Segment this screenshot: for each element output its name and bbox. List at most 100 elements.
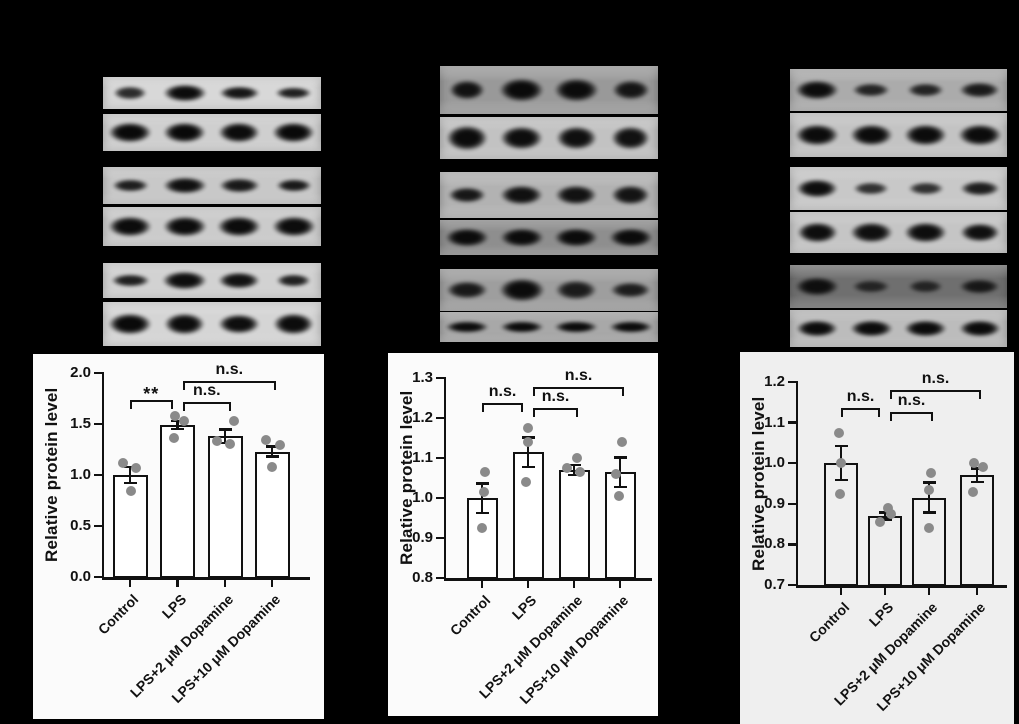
blot-band-lane-3 (217, 216, 262, 237)
error-bar-2 (171, 419, 183, 431)
sig-bracket (533, 407, 578, 417)
blot-strip-loading-control (103, 114, 321, 151)
data-point (611, 469, 621, 479)
blot-band-lane-4 (608, 227, 653, 248)
data-point (614, 491, 624, 501)
bar-2 (512, 452, 544, 579)
y-tick (787, 461, 796, 465)
data-point (118, 457, 128, 468)
blot-strip-loading-control (440, 220, 658, 255)
data-point (968, 486, 978, 497)
error-bar-1 (124, 465, 136, 485)
data-point (978, 462, 988, 473)
sig-bracket (130, 399, 173, 409)
data-point (523, 437, 533, 447)
blot-strip-target-protein (103, 263, 321, 298)
blot-band-lane-3 (904, 320, 947, 337)
y-tick (435, 416, 444, 420)
data-point (126, 486, 136, 497)
x-tick (223, 579, 227, 587)
blot-band-lane-1 (108, 216, 153, 237)
blot-strip-loading-control (440, 312, 658, 342)
blot-band-lane-1 (795, 123, 839, 147)
error-bar-3 (219, 428, 231, 445)
data-point (883, 502, 893, 513)
blot-strip-target-protein (103, 167, 321, 204)
blot-band-lane-3 (554, 320, 599, 334)
blot-band-lane-1 (445, 281, 489, 299)
data-point (477, 523, 487, 533)
blot-band-lane-1 (445, 320, 490, 334)
y-tick (93, 575, 102, 579)
x-tick (975, 587, 979, 595)
blot-strip-target-protein (103, 77, 321, 109)
sig-bracket (841, 407, 880, 417)
y-axis-title: Relative protein level (42, 387, 61, 563)
blot-band-lane-4 (958, 320, 1002, 337)
y-tick (93, 473, 102, 477)
x-tick (883, 587, 887, 595)
y-tick (435, 456, 444, 460)
blot-column-right (790, 0, 1007, 360)
y-axis-line (443, 377, 446, 581)
y-tick-label: 0.7 (764, 576, 785, 593)
blot-band-lane-1 (795, 320, 839, 337)
blot-band-lane-2 (498, 278, 545, 302)
blot-band-lane-3 (554, 184, 598, 206)
blot-band-lane-4 (276, 274, 312, 287)
y-tick-label: 1.5 (70, 415, 91, 432)
data-point (562, 463, 572, 473)
data-point (924, 523, 934, 534)
y-tick (435, 536, 444, 540)
blot-band-lane-1 (113, 86, 148, 100)
blot-band-lane-3 (217, 272, 261, 289)
blot-band-lane-2 (852, 83, 891, 97)
x-tick (618, 580, 622, 588)
blot-column-middle (440, 0, 658, 360)
data-point (212, 436, 222, 447)
bar-2 (160, 425, 195, 578)
blot-band-lane-2 (499, 320, 544, 334)
y-tick-label: 0.9 (764, 494, 785, 512)
data-point (835, 488, 845, 499)
error-bar-3 (568, 463, 580, 477)
y-tick (787, 421, 796, 424)
blot-band-lane-2 (164, 313, 206, 335)
x-tick (839, 587, 843, 595)
y-tick-label: 1.0 (764, 454, 785, 472)
x-tick (927, 587, 931, 595)
sig-label: n.s. (541, 387, 570, 405)
blot-band-lane-3 (555, 126, 597, 150)
blot-band-lane-1 (110, 274, 150, 287)
blot-band-lane-1 (111, 178, 149, 193)
sig-bracket (182, 401, 231, 411)
x-tick (176, 579, 179, 587)
y-axis-title: Relative protein level (397, 390, 416, 566)
y-tick-label: 1.3 (412, 369, 433, 386)
blot-band-lane-4 (271, 216, 316, 237)
data-point (834, 427, 844, 438)
blot-band-lane-4 (611, 184, 651, 206)
blot-strip-target-protein (440, 269, 658, 311)
blot-band-lane-2 (162, 84, 207, 102)
blot-band-lane-4 (275, 178, 312, 193)
bar-chart-left: 0.0 0.5 1.0 1.5 2.0 Relative protein level Con… (33, 354, 324, 719)
blot-band-lane-4 (608, 320, 653, 334)
data-point (261, 435, 271, 446)
blot-band-lane-2 (850, 222, 893, 243)
y-axis-line (101, 372, 104, 580)
blot-band-lane-2 (852, 280, 891, 293)
blot-band-lane-3 (553, 78, 599, 102)
data-point (575, 467, 585, 477)
blot-band-lane-1 (449, 80, 486, 100)
blot-strip-target-protein (790, 265, 1007, 308)
x-axis-line (101, 577, 310, 580)
blot-band-lane-4 (611, 79, 650, 101)
blot-strip-loading-control (103, 207, 321, 246)
sig-label: n.s. (846, 387, 875, 405)
sig-label: ** (143, 383, 160, 404)
sig-label: n.s. (215, 361, 244, 379)
blot-band-lane-3 (554, 227, 599, 248)
error-bar-3 (923, 481, 935, 515)
